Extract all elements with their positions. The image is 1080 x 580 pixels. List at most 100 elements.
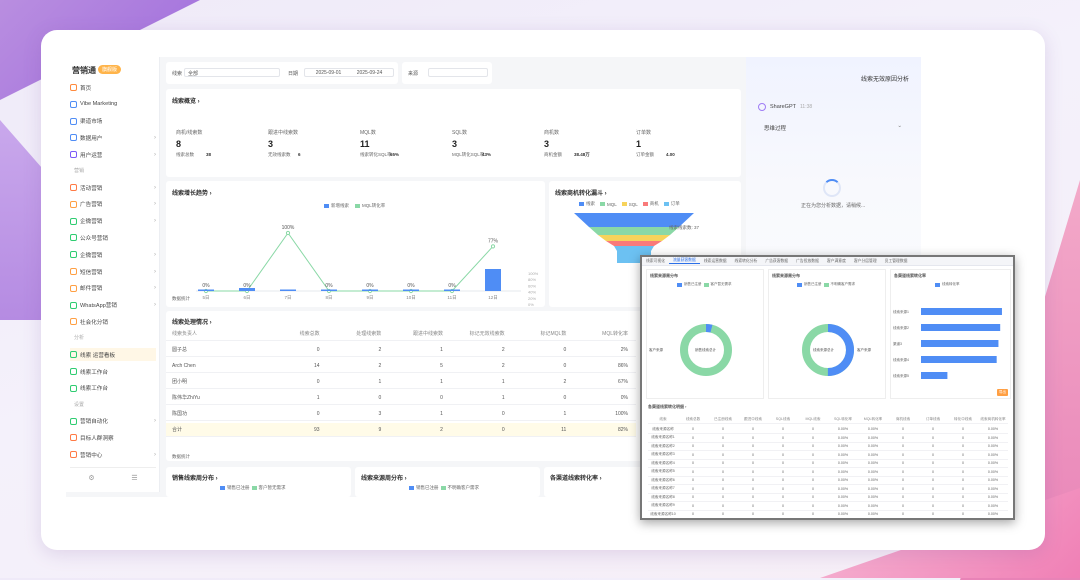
bottom-card-3-title[interactable]: 各渠道线索转化率 › <box>550 476 602 482</box>
export-badge[interactable]: 导出 <box>997 389 1008 396</box>
overlay-row-label: 线索来源名称8 <box>651 494 675 499</box>
clue-overview-title[interactable]: 线索概览 › <box>172 99 200 105</box>
nav-icon <box>70 284 77 292</box>
sidebar-item[interactable]: 活动营销 › <box>70 181 156 194</box>
legend-label: 不明确客户需求 <box>447 485 480 490</box>
table-header: 线索负责人 线索总数 处理线索数 跟进中线索数 标记无效线索数 标记MQL数 MQL转化率 <box>166 327 636 341</box>
overlay-tab[interactable]: 广告投放数据 <box>796 258 819 263</box>
sidebar-item[interactable]: 用户运营 › <box>70 148 156 161</box>
kpi-sub-value: 6 <box>298 152 301 157</box>
clue-select[interactable]: 全部 <box>184 68 280 77</box>
funnel-stage <box>574 213 694 227</box>
table-cell: 67% <box>618 378 629 385</box>
sidebar-item[interactable]: 线索 运营看板 <box>70 348 156 362</box>
sidebar-item[interactable]: 线索工作台 <box>70 365 156 378</box>
sidebar-item-label: 首页 <box>80 85 92 92</box>
sidebar-item[interactable]: 社会化分销 <box>70 315 156 328</box>
sidebar-item[interactable]: WhatsApp营销 › <box>70 299 156 312</box>
overlay-tab[interactable]: 广告获客数据 <box>765 258 789 263</box>
sidebar-item[interactable]: 营销自动化 › <box>70 415 156 428</box>
sidebar-item[interactable]: 渠道市场 <box>70 115 156 128</box>
overlay-cell: 0.00% <box>987 495 999 499</box>
overlay-table-row: 线索来源名称9 0 0 0 0 0 0.00% 0.00% 0 0 0 0.00% <box>648 502 1008 511</box>
legend-label: 销售已注册 <box>804 282 822 286</box>
source-filter: 来源 <box>402 62 492 84</box>
kpi-value: 3 <box>268 139 274 149</box>
nav-icon <box>70 318 77 326</box>
bottom-card-2-title[interactable]: 线索来源周分布 › <box>361 476 407 482</box>
table-cell: 0 <box>501 410 505 417</box>
funnel-stage <box>606 241 662 246</box>
overlay-tab[interactable]: 员工管理数据 <box>884 258 908 263</box>
nav-icon <box>70 384 77 392</box>
sidebar-item-label: 邮件营销 <box>80 286 103 293</box>
donut-side-label: 客户来源 <box>649 348 663 352</box>
overlay-cell: 0 <box>812 478 814 482</box>
overlay-cell: 0 <box>722 427 724 431</box>
data-label: 0% <box>325 283 333 289</box>
overlay-bar-chart: 线索来源1 线索来源2 渠道3 线索来源4 线索来源5 <box>893 308 1002 379</box>
sidebar-item[interactable]: 短信营销 › <box>70 265 156 278</box>
overlay-cell: 0 <box>812 427 814 431</box>
bar <box>921 324 1001 331</box>
sidebar-item[interactable]: 邮件营销 › <box>70 282 156 295</box>
overlay-cell: 0 <box>782 478 784 482</box>
sidebar-item[interactable]: 广告营销 › <box>70 198 156 211</box>
trend-chart-title[interactable]: 线索增长趋势 › <box>172 191 212 197</box>
nav-icon <box>70 200 77 208</box>
funnel-title[interactable]: 线索商机转化漏斗 › <box>555 191 607 197</box>
overlay-tab[interactable]: 流量获客数据 <box>668 258 700 264</box>
overlay-tab[interactable]: 客户满意度 <box>826 258 846 263</box>
overlay-card-title: 各渠道线索转化率 <box>894 273 926 278</box>
overlay-tab[interactable]: 线索运营数据 <box>703 258 727 263</box>
sidebar-item-label: Vibe Marketing <box>80 101 118 108</box>
overlay-cell: 0 <box>932 486 934 491</box>
bottom-card-2: 线索来源周分布 › 销售已注册 不明确客户需求 <box>355 467 540 497</box>
overlay-table-row: 线索来源名称6 0 0 0 0 0 0.00% 0.00% 0 0 0 0.00% <box>648 476 1008 485</box>
table-header-cell: 标记无效线索数 <box>469 331 505 337</box>
filter-label-date: 日期 <box>288 71 299 77</box>
chevron-down-icon: ⌄ <box>897 123 902 129</box>
sidebar-item[interactable]: 公众号营销 <box>70 231 156 244</box>
overlay-cell: 0 <box>962 495 964 499</box>
source-select[interactable] <box>428 68 488 77</box>
legend-label: SQL <box>628 201 638 207</box>
overlay-cell: 0.00% <box>987 461 999 465</box>
sidebar-item[interactable]: 目标人群洞察 <box>70 431 156 444</box>
clue-handling-title[interactable]: 线索处理情况 › <box>172 320 212 326</box>
bottom-card-1-title[interactable]: 销售线索周分布 › <box>172 476 218 482</box>
overlay-cell: 0 <box>902 461 904 465</box>
date-range-picker[interactable]: 2025-09-01 2025-09-24 <box>304 68 394 77</box>
thinking-dropdown[interactable]: 思维过程 ⌄ <box>758 121 908 133</box>
table-cell: 9 <box>378 426 382 433</box>
sidebar-item[interactable]: 首页 <box>70 81 156 94</box>
kpi-value: 3 <box>452 139 458 149</box>
nav-icon <box>70 217 77 225</box>
sidebar-item[interactable]: 企微营销 › <box>70 215 156 228</box>
sidebar-item[interactable]: 数据用户 › <box>70 131 156 144</box>
overlay-tab[interactable]: 客户分层管理 <box>853 258 877 263</box>
sidebar-item[interactable]: 企微营销 › <box>70 248 156 261</box>
overlay-cell: 0.00% <box>837 478 849 482</box>
data-label: 0% <box>243 283 251 289</box>
table-cell: 0 <box>316 346 320 353</box>
overlay-tab[interactable]: 线索可视化 <box>646 258 665 263</box>
overlay-card-title: 线索来源周分布 <box>650 273 678 278</box>
legend-label: 客户暂无需求 <box>710 282 732 286</box>
loading-text: 正在为您分析数据，请稍候... <box>801 203 866 209</box>
series-bar <box>198 289 214 291</box>
settings-icon[interactable]: ⚙ <box>88 474 95 482</box>
overlay-cell: 0 <box>722 478 724 482</box>
table-row: 陈伟华ZhiYu 1 0 0 1 0 0% <box>166 391 636 405</box>
menu-icon[interactable]: ☰ <box>131 474 138 482</box>
overlay-cell: 0 <box>722 469 724 474</box>
overlay-cell: 0 <box>812 503 814 508</box>
sidebar-item[interactable]: 营销中心 › <box>70 448 156 461</box>
table-cell: 0 <box>316 378 320 385</box>
sidebar-item[interactable]: 线索工作台 <box>70 382 156 395</box>
table-cell: 1 <box>440 346 443 353</box>
overlay-tab[interactable]: 线索转化分析 <box>734 258 758 263</box>
legend-swatch <box>440 486 446 490</box>
overlay-cell: 0 <box>962 478 964 482</box>
sidebar-item[interactable]: Vibe Marketing <box>70 98 156 111</box>
